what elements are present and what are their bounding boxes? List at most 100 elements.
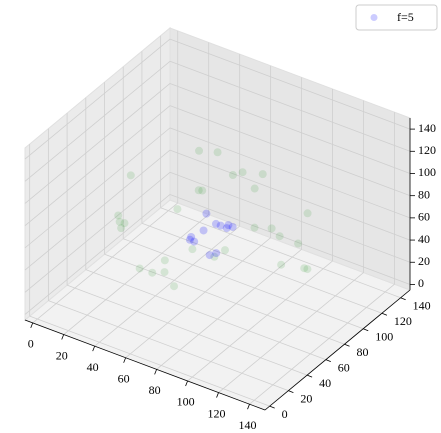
point [114,211,123,220]
x-tick-label: 140 [239,418,257,432]
grid-line [24,127,171,249]
point [212,249,221,258]
grid-line [169,149,411,241]
y-tick-label: 140 [413,298,431,312]
tick-mark [325,359,331,363]
z-tick-label: 100 [418,165,436,179]
tick-mark [344,343,350,347]
point [303,265,312,274]
point [228,222,237,231]
point [198,186,207,195]
grid-line [24,60,171,182]
tick-mark [400,297,406,301]
point [160,256,169,265]
grid-line [24,38,171,160]
x-tick-label: 120 [208,406,226,420]
point [300,264,309,273]
point [294,239,303,248]
grid-line [187,260,333,382]
point [195,146,204,155]
grid-line [160,207,401,299]
point [303,209,312,218]
y-tick-label: 20 [300,391,312,405]
tick-mark [247,404,250,410]
point [194,186,203,195]
grid-line [29,315,270,407]
x-tick-label: 0 [28,337,34,351]
x-tick-label: 60 [118,371,130,385]
point [126,171,135,180]
y-tick-label: 40 [319,376,331,390]
point [213,148,222,157]
z-tick-label: 0 [418,276,424,290]
grid-line [125,237,271,359]
legend-marker [370,14,378,21]
z-tick-label: 80 [418,187,430,201]
z-tick-label: 60 [418,210,430,224]
point [160,268,169,277]
grid-line [169,83,411,174]
z-tick-label: 40 [418,232,430,246]
axis-line [24,319,266,411]
grid-line [169,60,411,152]
legend-box [355,4,438,31]
tick-mark [154,369,157,375]
grid-line [218,272,364,393]
y-tick-label: 80 [357,345,369,359]
tick-mark [61,334,65,340]
grid-line [104,253,345,345]
grid-line [66,284,308,376]
x-tick-label: 40 [87,360,99,374]
tick-mark [269,405,275,409]
grid-line [48,300,289,392]
grid-line [24,83,171,204]
point [210,252,219,261]
y-tick-label: 60 [338,360,350,374]
grid-line [24,171,171,293]
grid-line [169,105,411,197]
point [216,221,225,230]
tick-mark [216,392,219,398]
point [148,268,157,277]
grid-line [141,222,383,314]
tick-mark [288,390,294,394]
grid-line [249,283,395,405]
y-tick-label: 100 [375,329,393,343]
x-tick-label: 100 [177,395,195,409]
point [135,264,144,273]
grid-line [24,194,171,315]
point [267,224,276,233]
point [202,209,211,218]
point [250,223,259,232]
grid-line [169,171,411,263]
grid-line [169,194,411,285]
tick-mark [185,380,188,387]
grid-line [169,127,411,219]
point [205,251,214,260]
point [188,245,197,254]
point [228,171,237,180]
grid-line [94,225,240,347]
point [238,168,247,177]
point [199,226,208,235]
point [224,221,233,230]
grid-line [85,269,326,361]
tick-mark [123,357,127,363]
point [120,219,129,228]
legend-label: f=5 [397,10,414,24]
point [221,246,229,255]
point [275,232,284,241]
tick-mark [306,374,313,378]
point [258,170,267,179]
y-tick-label: 120 [394,314,412,328]
tick-mark [381,312,388,316]
y-tick-label: 0 [282,407,288,421]
axis-line [264,289,411,411]
grid-line [24,149,171,271]
grid-line [169,38,411,130]
z-tick-label: 140 [418,121,436,135]
grid-line [32,202,178,324]
point [190,237,199,246]
point [117,224,126,233]
